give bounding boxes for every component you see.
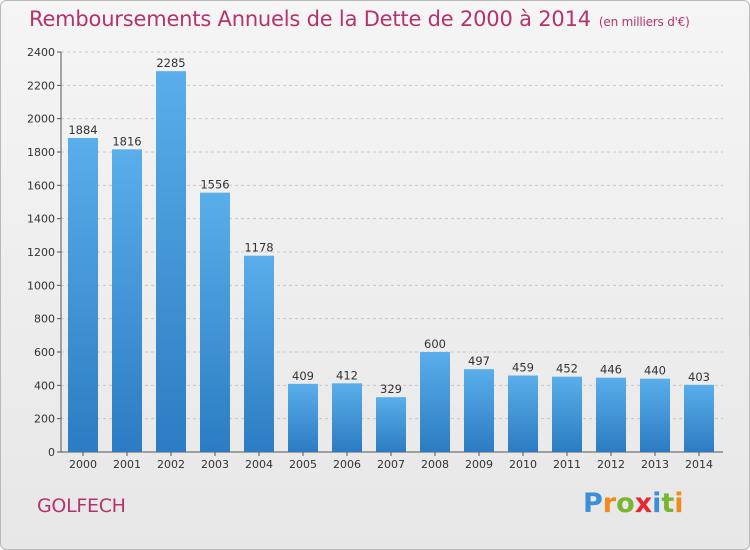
data-label: 1884 [68,123,97,137]
chart-title-text: Remboursements Annuels de la Dette de 20… [29,7,591,31]
logo-letter: i [674,488,684,519]
y-tick-label: 800 [34,313,55,326]
logo-letter: r [602,488,617,519]
bar [200,192,230,452]
x-tick-label: 2009 [465,458,493,471]
data-label: 497 [468,354,490,368]
y-tick-label: 1000 [27,279,55,292]
bar [640,378,670,452]
proxiti-logo[interactable]: Proxiti [583,488,684,519]
x-tick-label: 2005 [289,458,317,471]
y-tick-label: 200 [34,413,55,426]
bar [112,149,142,453]
bar [464,369,494,452]
y-tick-label: 600 [34,346,55,359]
logo-letter: i [652,488,662,519]
x-tick-label: 2010 [509,458,537,471]
chart-title: Remboursements Annuels de la Dette de 20… [29,7,690,31]
data-label: 329 [380,382,402,396]
data-label: 459 [512,361,534,375]
y-tick-label: 1400 [27,213,55,226]
x-tick-label: 2014 [685,458,713,471]
x-tick-label: 2006 [333,458,361,471]
y-tick-labels: 0 200 400 600 800 1000 1200 1400 1600 1800 2000 220… [27,46,55,459]
y-tick-label: 2400 [27,46,55,59]
data-label: 412 [336,368,358,382]
bar [376,397,406,452]
x-tick-label: 2001 [113,458,141,471]
data-label: 1816 [112,134,141,148]
data-label: 409 [292,369,314,383]
data-label: 600 [424,337,446,351]
x-tick-label: 2008 [421,458,449,471]
x-tick-label: 2011 [553,458,581,471]
y-tick-label: 2000 [27,113,55,126]
bar [552,376,582,452]
x-tick-label: 2004 [245,458,273,471]
bar [244,255,274,452]
chart-unit: (en milliers d'€) [598,15,690,29]
bars [68,71,714,453]
data-label: 452 [556,362,578,376]
y-tick-label: 1600 [27,179,55,192]
data-label: 403 [688,370,710,384]
x-tick-label: 2000 [69,458,97,471]
y-tick-label: 400 [34,379,55,392]
bar [420,352,450,452]
logo-letter: t [661,488,675,519]
y-tick-label: 1800 [27,146,55,159]
data-label: 1178 [244,241,273,255]
data-labels: 1884 1816 2285 1556 1178 409 412 329 600 497 459 45… [68,56,710,396]
bar [156,71,186,453]
x-tick-label: 2002 [157,458,185,471]
data-label: 1556 [200,178,229,192]
logo-letter: o [616,488,635,519]
bar [288,383,318,452]
bar [68,138,98,452]
city-name: GOLFECH [37,495,126,517]
bar [332,383,362,452]
y-tick-label: 2200 [27,79,55,92]
x-tick-label: 2013 [641,458,669,471]
bar [596,377,626,452]
bar [684,384,714,452]
x-tick-label: 2012 [597,458,625,471]
logo-letter: P [583,488,603,519]
x-tick-labels: 2000 2001 2002 2003 2004 2005 2006 2007 2008 2009… [69,452,713,471]
data-label: 2285 [156,56,185,70]
data-label: 440 [644,364,666,378]
y-tick-label: 0 [48,446,55,459]
bar [508,375,538,452]
y-tick-label: 1200 [27,246,55,259]
data-label: 446 [600,363,622,377]
logo-letter: x [634,488,653,519]
x-tick-label: 2007 [377,458,405,471]
x-tick-label: 2003 [201,458,229,471]
